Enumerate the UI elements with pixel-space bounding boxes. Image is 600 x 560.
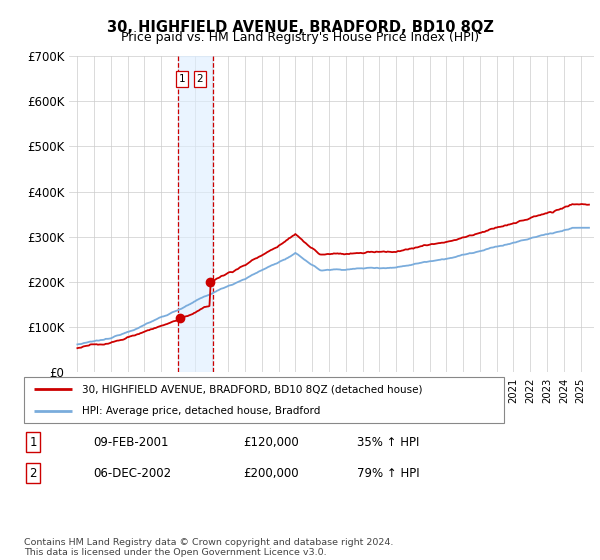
Text: £200,000: £200,000 — [243, 466, 299, 480]
Text: 30, HIGHFIELD AVENUE, BRADFORD, BD10 8QZ (detached house): 30, HIGHFIELD AVENUE, BRADFORD, BD10 8QZ… — [82, 384, 422, 394]
Text: 35% ↑ HPI: 35% ↑ HPI — [357, 436, 419, 449]
Text: HPI: Average price, detached house, Bradford: HPI: Average price, detached house, Brad… — [82, 407, 320, 416]
FancyBboxPatch shape — [24, 377, 504, 423]
Text: 1: 1 — [179, 74, 185, 84]
Text: 2: 2 — [196, 74, 203, 84]
Text: 1: 1 — [29, 436, 37, 449]
Text: Contains HM Land Registry data © Crown copyright and database right 2024.
This d: Contains HM Land Registry data © Crown c… — [24, 538, 394, 557]
Text: 30, HIGHFIELD AVENUE, BRADFORD, BD10 8QZ: 30, HIGHFIELD AVENUE, BRADFORD, BD10 8QZ — [107, 20, 493, 35]
Text: 2: 2 — [29, 466, 37, 480]
Text: 06-DEC-2002: 06-DEC-2002 — [93, 466, 171, 480]
Text: £120,000: £120,000 — [243, 436, 299, 449]
Text: 79% ↑ HPI: 79% ↑ HPI — [357, 466, 419, 480]
Bar — [178, 56, 213, 372]
Text: 09-FEB-2001: 09-FEB-2001 — [93, 436, 169, 449]
Text: Price paid vs. HM Land Registry's House Price Index (HPI): Price paid vs. HM Land Registry's House … — [121, 31, 479, 44]
